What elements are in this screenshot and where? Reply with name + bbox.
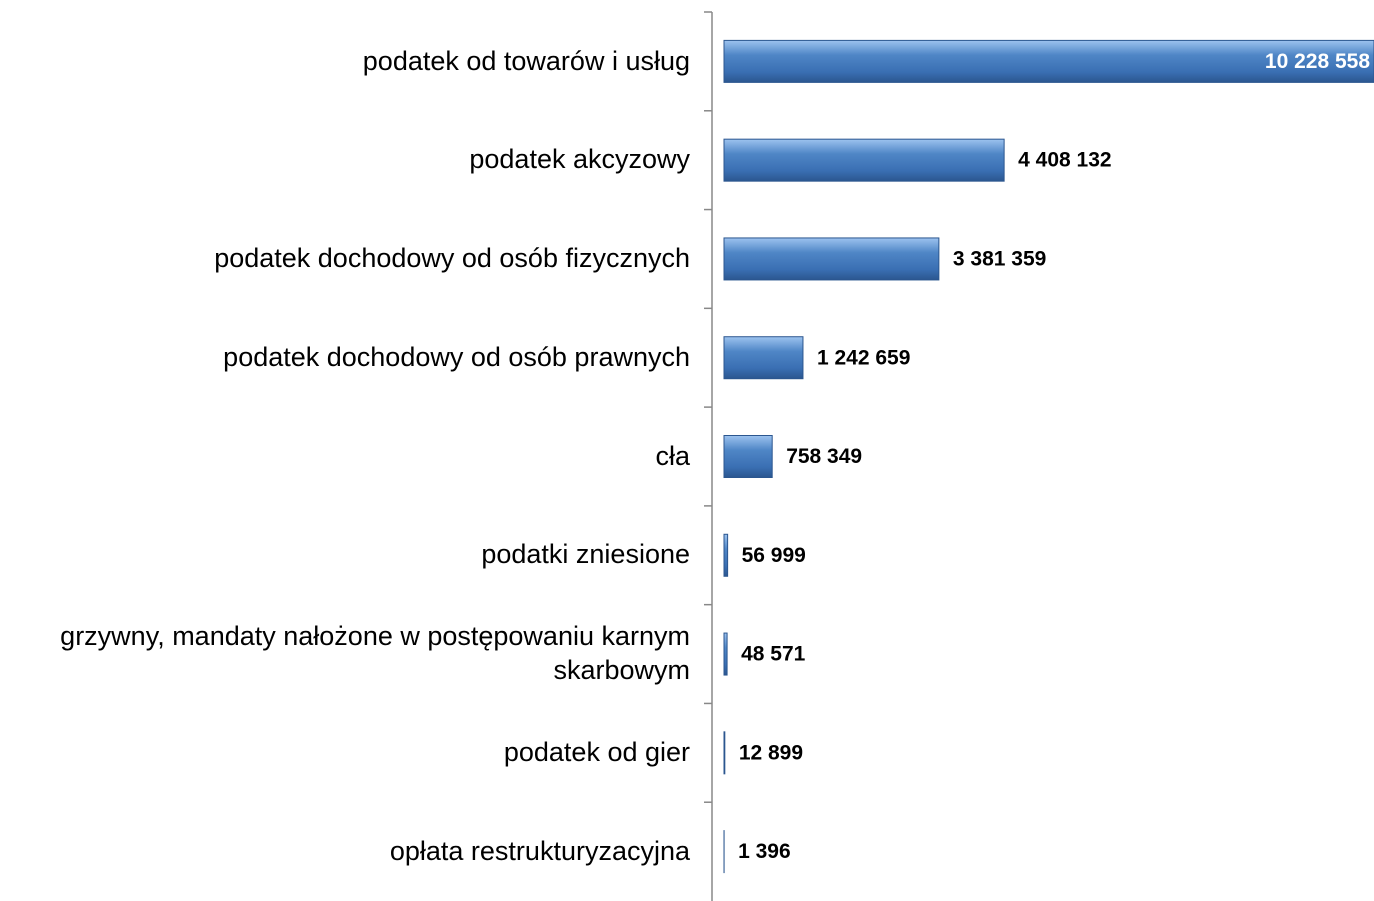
category-label: podatek akcyzowy (0, 111, 690, 210)
value-label: 56 999 (742, 544, 806, 567)
category-text: podatki zniesione (481, 539, 690, 570)
category-label: podatek dochodowy od osób prawnych (0, 308, 690, 407)
category-text: opłata restrukturyzacyjna (389, 835, 690, 866)
bar (723, 336, 804, 380)
bar (723, 39, 1374, 83)
value-label: 4 408 132 (1018, 149, 1111, 172)
bar (723, 533, 729, 577)
bar (723, 237, 940, 281)
value-label: 10 228 558 (1265, 50, 1370, 73)
bar (723, 138, 1005, 182)
category-text: podatek dochodowy od osób prawnych (223, 341, 690, 372)
category-text: grzywny, mandaty nałożone w postępowaniu… (60, 621, 690, 686)
category-label: podatek od towarów i usług (0, 12, 690, 111)
category-text: podatek akcyzowy (469, 144, 690, 175)
value-label: 3 381 359 (953, 247, 1046, 270)
category-label: grzywny, mandaty nałożone w postępowaniu… (0, 605, 690, 704)
category-label: opłata restrukturyzacyjna (0, 802, 690, 901)
bar (723, 731, 726, 775)
category-text: podatek dochodowy od osób fizycznych (214, 243, 690, 274)
category-text: podatek od gier (503, 736, 690, 767)
value-label: 758 349 (786, 445, 862, 468)
value-label: 12 899 (739, 741, 803, 764)
category-text: cła (655, 440, 690, 471)
category-label: podatek od gier (0, 703, 690, 802)
value-label: 1 242 659 (817, 346, 910, 369)
category-label: podatek dochodowy od osób fizycznych (0, 210, 690, 309)
bar (723, 632, 728, 676)
category-label: cła (0, 407, 690, 506)
category-label: podatki zniesione (0, 506, 690, 605)
bar (723, 435, 773, 478)
value-label: 1 396 (738, 840, 791, 863)
category-text: podatek od towarów i usług (362, 45, 690, 76)
value-label: 48 571 (741, 643, 806, 666)
